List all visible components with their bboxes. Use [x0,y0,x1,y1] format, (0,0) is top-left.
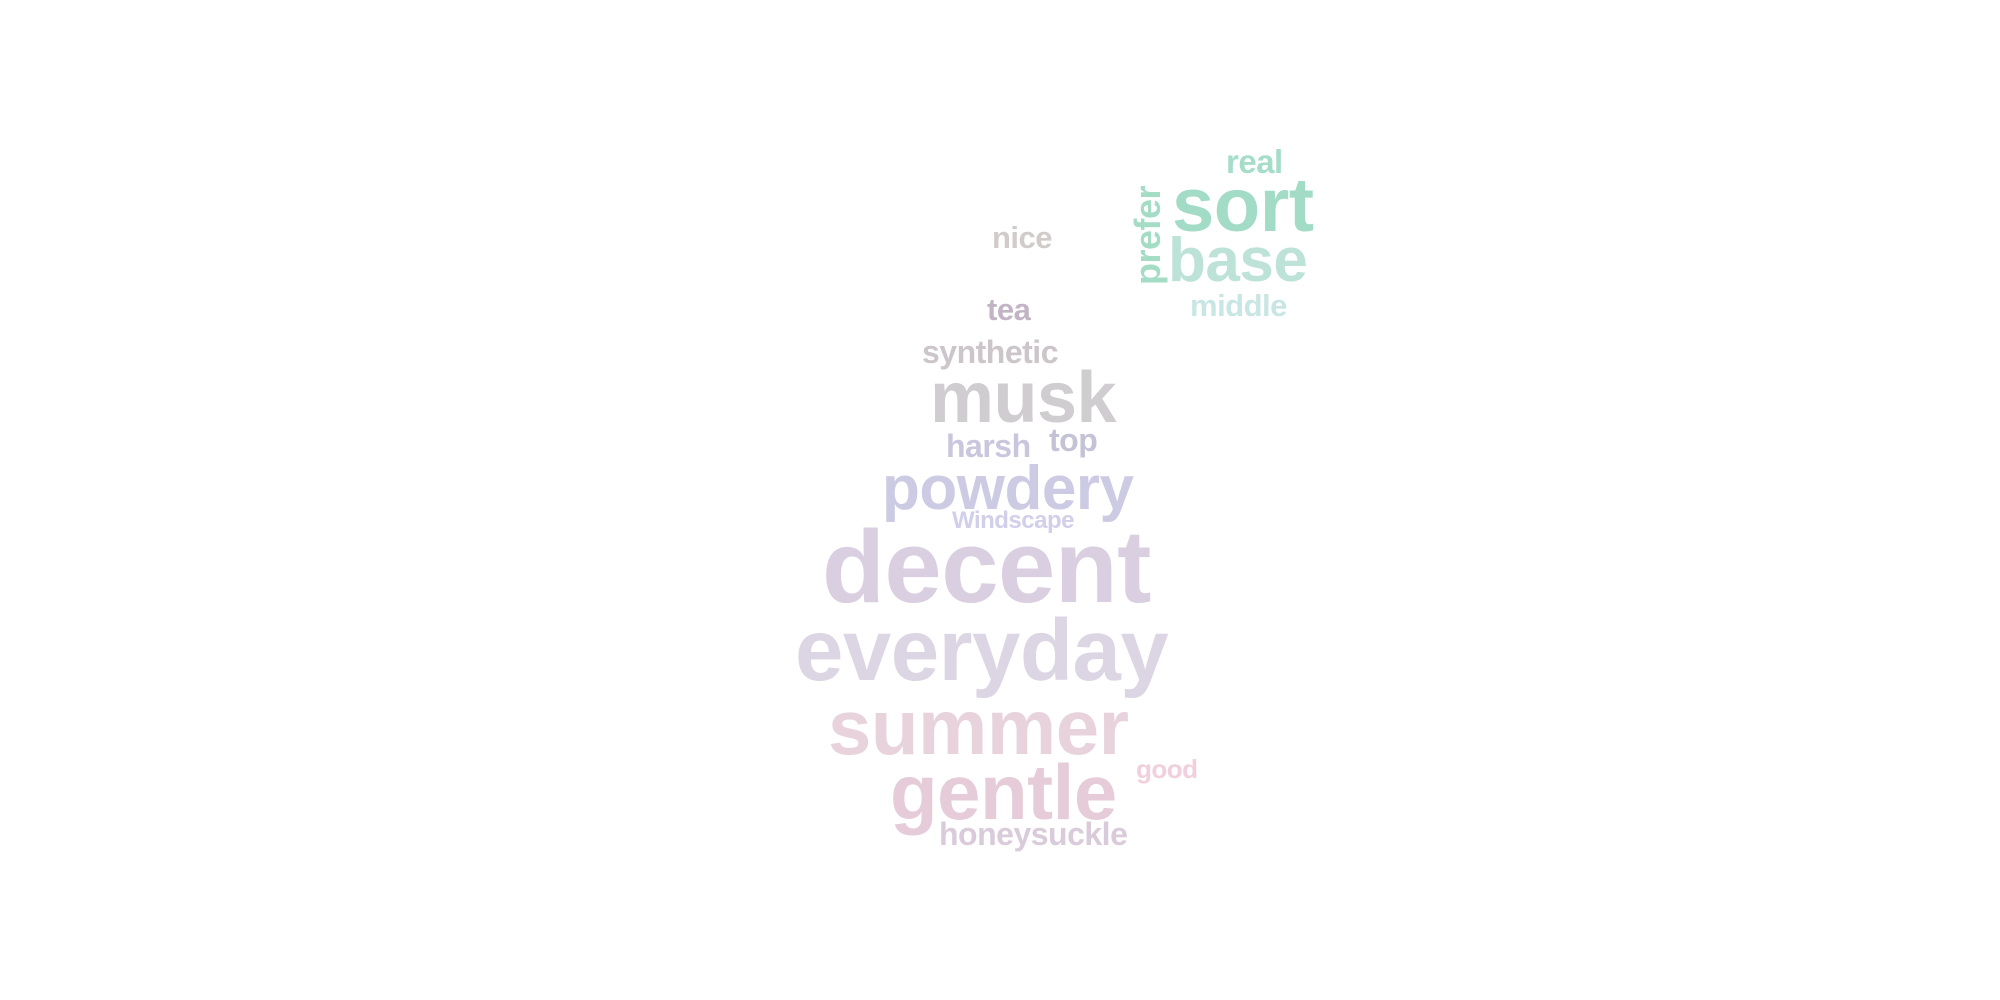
word-honeysuckle: honeysuckle [939,816,1128,852]
word-powdery: powdery [882,454,1134,523]
word-harsh: harsh [946,428,1031,464]
word-prefer: prefer [1127,185,1168,285]
word-gentle: gentle [890,748,1117,836]
word-good: good [1136,754,1198,784]
word-top: top [1049,422,1098,458]
word-nice: nice [992,220,1053,255]
word-synthetic: synthetic [922,334,1058,370]
word-base: base [1168,226,1308,295]
word-everyday: everyday [795,602,1169,699]
word-real: real [1226,143,1283,180]
word-tea: tea [987,292,1031,327]
word-decent: decent [822,509,1151,624]
word-sort: sort [1172,163,1314,248]
word-summer: summer [828,683,1129,771]
word-middle: middle [1190,288,1287,323]
word-musk: musk [930,358,1117,438]
word-windscape: Windscape [952,507,1074,534]
